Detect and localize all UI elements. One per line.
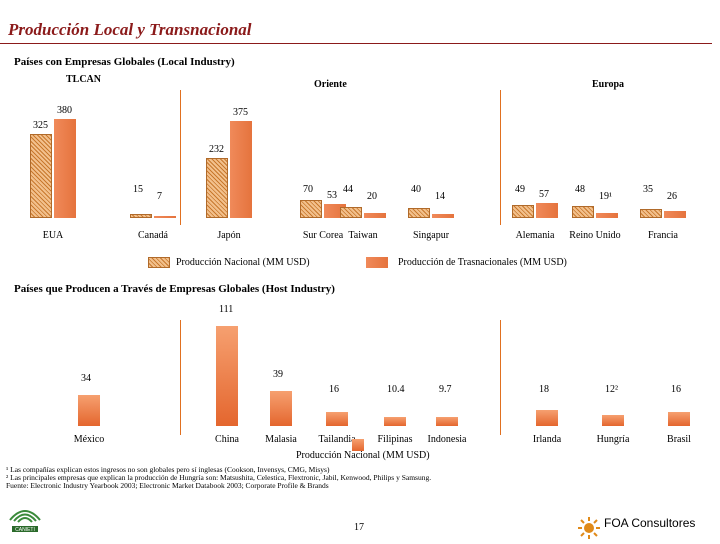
bar-host <box>536 409 558 426</box>
bar-value-label: 325 <box>33 119 48 131</box>
footnote-source: Fuente: Electronic Industry Yearbook 200… <box>6 481 329 490</box>
bar-value-label: 19¹ <box>599 191 612 202</box>
bar-trasnacional <box>154 216 176 218</box>
category-label: Hungría <box>596 434 630 445</box>
bar-host <box>216 326 238 426</box>
svg-text:CANIETI: CANIETI <box>15 527 35 533</box>
bar-host <box>668 411 690 426</box>
page-number: 17 <box>354 522 364 533</box>
bar-value-label: 14 <box>435 191 445 202</box>
category-label: Alemania <box>515 230 555 241</box>
bar-host <box>270 390 292 426</box>
bar-trasnacional <box>432 214 454 218</box>
bar-value-label: 20 <box>367 191 377 202</box>
region-divider <box>180 320 181 435</box>
category-label: Reino Unido <box>569 230 621 241</box>
page-title: Producción Local y Transnacional <box>8 20 252 39</box>
bar-trasnacional <box>54 119 76 218</box>
bar-value-label: 7 <box>157 191 162 202</box>
bar-value-label: 40 <box>411 184 421 195</box>
bar-value-label: 57 <box>539 189 549 201</box>
bar-value-label: 34 <box>81 373 91 385</box>
bar-host <box>78 395 100 426</box>
legend-label-trasnacional: Producción de Trasnacionales (MM USD) <box>398 257 567 268</box>
bar-value-label: 35 <box>643 184 653 195</box>
canieti-logo: CANIETI <box>8 504 42 534</box>
bar-value-label: 16 <box>329 384 339 395</box>
category-label: Canadá <box>138 230 168 241</box>
category-label: Irlanda <box>532 434 562 445</box>
chart-local-industry: 325 380 EUA 15 7 Canadá 232 375 Japón 70 53 Sur Cor… <box>30 105 686 241</box>
bar-value-label: 10.4 <box>387 384 405 395</box>
bar-value-label: 12² <box>605 384 618 395</box>
bar-nacional <box>206 157 228 218</box>
legend-swatch-host <box>352 439 364 451</box>
bar-nacional <box>130 214 152 218</box>
category-label: EUA <box>42 230 64 241</box>
legend-label-nacional: Producción Nacional (MM USD) <box>176 257 310 268</box>
bar-nacional <box>30 133 52 218</box>
region-europa: Europa <box>592 79 625 90</box>
bar-value-label: 39 <box>273 368 283 380</box>
category-label: Japón <box>217 230 241 241</box>
category-label: Brasil <box>667 434 691 445</box>
bar-value-label: 48 <box>575 184 585 195</box>
legend-swatch-trasnacional <box>366 257 388 268</box>
bar-nacional <box>572 205 594 218</box>
category-label: Singapur <box>412 230 450 241</box>
bar-host <box>436 417 458 426</box>
foa-sun-icon <box>578 517 600 539</box>
footnote-2: ² Las principales empresas que explican … <box>6 473 432 482</box>
bar-value-label: 44 <box>343 184 353 195</box>
category-label: China <box>215 434 239 445</box>
bar-host <box>384 416 406 426</box>
section2-heading: Países que Producen a Través de Empresas… <box>14 283 335 295</box>
category-label: Indonesia <box>427 434 467 445</box>
bar-value-label: 26 <box>667 191 677 202</box>
bar-value-label: 232 <box>209 143 224 155</box>
bar-value-label: 15 <box>133 184 143 195</box>
bar-host <box>326 411 348 426</box>
bar-value-label: 18 <box>539 384 549 395</box>
bar-trasnacional <box>364 212 386 218</box>
bar-nacional <box>300 199 322 218</box>
bar-nacional <box>640 208 662 218</box>
bar-value-label: 380 <box>57 105 72 117</box>
region-oriente: Oriente <box>314 79 347 90</box>
legend-label-host: Producción Nacional (MM USD) <box>296 450 430 461</box>
bar-value-label: 53 <box>327 190 337 202</box>
bar-value-label: 49 <box>515 184 525 195</box>
category-label: Tailandia <box>318 434 356 445</box>
bar-trasnacional <box>596 213 618 218</box>
bar-host <box>602 415 624 426</box>
bar-value-label: 70 <box>303 184 313 195</box>
category-label: Filipinas <box>377 434 413 445</box>
bar-value-label: 375 <box>233 106 248 118</box>
bar-trasnacional <box>536 203 558 218</box>
bar-nacional <box>340 206 362 218</box>
bar-nacional <box>408 207 430 218</box>
category-label: México <box>73 434 105 445</box>
category-label: Taiwan <box>348 230 378 241</box>
bar-value-label: 16 <box>671 384 681 395</box>
section1-heading: Países con Empresas Globales (Local Indu… <box>14 56 235 68</box>
title-rule <box>0 43 712 44</box>
footnote-1: ¹ Las compañías explican estos ingresos … <box>6 465 330 474</box>
region-divider <box>500 90 501 225</box>
category-label: Francia <box>648 230 678 241</box>
category-label: Sur Corea <box>302 230 344 241</box>
bar-trasnacional <box>230 120 252 218</box>
region-divider <box>180 90 181 225</box>
bar-value-label: 9.7 <box>439 384 452 395</box>
region-divider <box>500 320 501 435</box>
region-tlcan: TLCAN <box>66 74 102 85</box>
bar-trasnacional <box>664 211 686 218</box>
bar-nacional <box>512 205 534 218</box>
legend-swatch-nacional <box>148 257 170 268</box>
bar-value-label: 111 <box>219 304 234 316</box>
foa-logo-text: FOA Consultores <box>604 516 696 530</box>
chart-host-industry: 34 México 111 China 39 Malasia 16 Tailandia 10.4… <box>73 304 691 445</box>
category-label: Malasia <box>265 434 297 445</box>
